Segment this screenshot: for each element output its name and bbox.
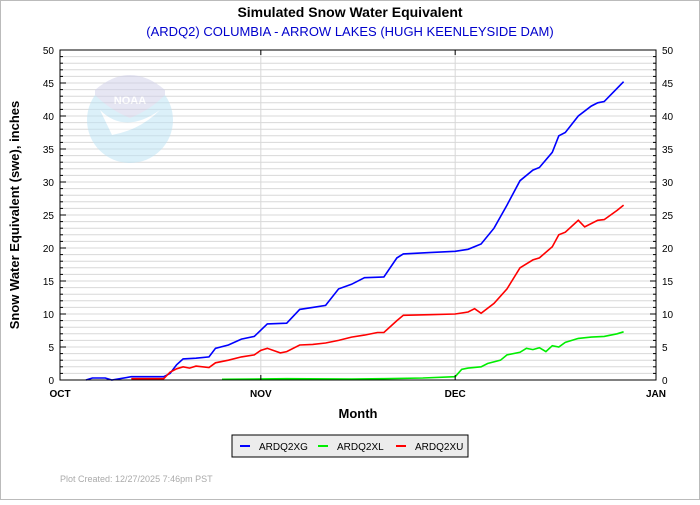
plot-created-footer: Plot Created: 12/27/2025 7:46pm PST <box>60 474 213 484</box>
y-tick-label-right: 15 <box>662 277 674 288</box>
x-tick-label: JAN <box>646 389 666 400</box>
x-tick-label: DEC <box>445 389 466 400</box>
series-group <box>85 81 625 381</box>
x-tick-label: NOV <box>250 389 272 400</box>
y-tick-label-right: 45 <box>662 79 674 90</box>
y-tick-label: 15 <box>43 277 55 288</box>
chart-subtitle: (ARDQ2) COLUMBIA - ARROW LAKES (HUGH KEE… <box>146 24 553 39</box>
y-tick-label: 35 <box>43 145 55 156</box>
y-tick-label: 25 <box>43 211 55 222</box>
y-axis-label: Snow Water Equivalent (swe), inches <box>7 101 22 330</box>
series-line-ardq2xg <box>85 81 625 381</box>
y-tick-label-right: 0 <box>662 376 668 387</box>
y-tick-label: 5 <box>48 343 54 354</box>
legend-label: ARDQ2XG <box>259 442 308 453</box>
grid <box>60 50 656 380</box>
y-tick-label-right: 40 <box>662 112 674 123</box>
y-tick-label: 20 <box>43 244 55 255</box>
noaa-logo: NOAA <box>87 75 173 163</box>
y-tick-label: 0 <box>48 376 54 387</box>
y-tick-label-right: 25 <box>662 211 674 222</box>
x-tick-label: OCT <box>49 389 70 400</box>
legend: ARDQ2XG ARDQ2XL ARDQ2XU <box>231 434 469 458</box>
y-tick-label: 10 <box>43 310 55 321</box>
y-tick-label-right: 10 <box>662 310 674 321</box>
legend-label: ARDQ2XL <box>337 442 384 453</box>
y-tick-label-right: 35 <box>662 145 674 156</box>
legend-box <box>231 434 469 458</box>
x-axis-label: Month <box>339 406 378 421</box>
chart-title: Simulated Snow Water Equivalent <box>237 4 462 20</box>
y-tick-label-right: 50 <box>662 46 674 57</box>
y-tick-label: 30 <box>43 178 55 189</box>
y-tick-label: 45 <box>43 79 55 90</box>
y-tick-label-right: 30 <box>662 178 674 189</box>
axes: OCT NOV DEC JAN 0 0 5 5 10 10 15 15 20 20 25 25 30 30 35 35… <box>43 46 674 400</box>
y-tick-label-right: 5 <box>662 343 668 354</box>
series-line-ardq2xu <box>131 204 625 380</box>
y-tick-label: 50 <box>43 46 55 57</box>
legend-label: ARDQ2XU <box>415 442 463 453</box>
svg-text:NOAA: NOAA <box>114 95 146 107</box>
y-tick-label-right: 20 <box>662 244 674 255</box>
y-tick-label: 40 <box>43 112 55 123</box>
series-line-ardq2xl <box>221 331 624 381</box>
